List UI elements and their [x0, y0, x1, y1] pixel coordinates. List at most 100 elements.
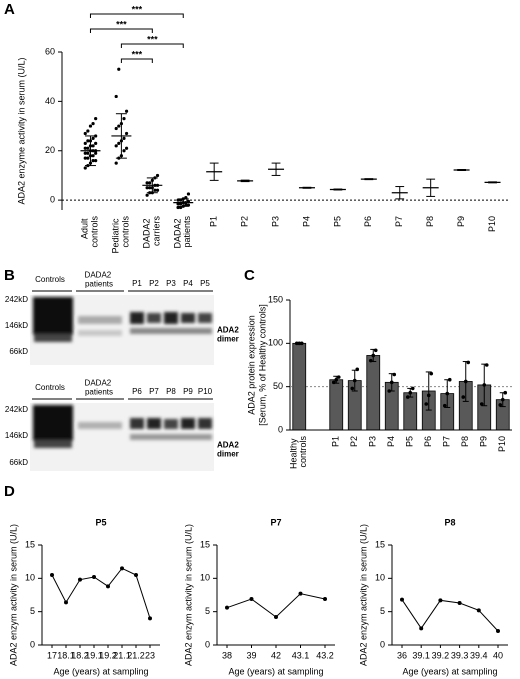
data-point: [442, 403, 447, 408]
x-tick-label: P9: [479, 436, 489, 447]
data-point: [331, 380, 336, 385]
data-point: [389, 380, 394, 385]
significance-bracket: [89, 28, 153, 33]
data-point: [350, 386, 355, 391]
x-tick-label: P3: [270, 216, 280, 227]
significance-bracket: [120, 43, 184, 48]
x-tick-label: P9: [456, 216, 466, 227]
line: [226, 593, 326, 618]
x-tick-label: Pediatric controls: [111, 216, 131, 254]
lane-label: P3: [166, 279, 176, 288]
x-tick-label: P5: [405, 436, 415, 447]
marker-label: 242kD: [5, 405, 28, 414]
text-line: DADA2: [85, 379, 114, 388]
data-point: [298, 591, 303, 596]
y-tick-label: 0: [380, 639, 385, 649]
annotation: ***: [147, 34, 158, 44]
x-tick-label: 40: [493, 650, 503, 660]
x-tick-label: P7: [394, 216, 404, 227]
bar: [366, 355, 381, 431]
x-tick-label: P10: [487, 216, 497, 232]
blot-group: Controls: [35, 275, 65, 284]
data-point: [482, 383, 487, 387]
data-point: [114, 144, 118, 148]
data-point: [86, 146, 90, 150]
data-point: [114, 94, 118, 99]
y-tick-label: 15: [375, 539, 385, 549]
data-point: [124, 131, 129, 136]
marker-label: 66kD: [9, 458, 28, 467]
x-tick-label: 39: [246, 650, 256, 660]
x-tick-label: 39.2: [432, 650, 450, 660]
data-point: [155, 173, 160, 178]
data-point: [148, 181, 152, 185]
x-tick-label: P3: [368, 436, 378, 447]
data-point: [323, 597, 327, 601]
data-point: [355, 367, 360, 372]
data-point: [297, 341, 302, 346]
x-tick-label: P7: [442, 436, 452, 447]
data-point: [148, 186, 152, 190]
x-tick-label: P6: [363, 216, 373, 227]
annotation: ***: [132, 49, 143, 59]
text-line: dimer: [217, 335, 239, 344]
data-point: [117, 67, 121, 71]
lane-label: P1: [132, 279, 142, 288]
y-axis-label: [Serum, % of Healthy controls]: [257, 304, 267, 426]
data-point: [500, 397, 505, 402]
x-tick-label: DADA2 carriers: [142, 216, 162, 249]
data-point: [122, 136, 126, 141]
x-tick-label: 21.1: [113, 650, 131, 660]
lane-label: P7: [149, 387, 159, 396]
data-point: [463, 379, 468, 384]
data-point: [134, 573, 138, 577]
lane-label: P5: [200, 279, 210, 288]
x-tick-label: 39.1: [412, 650, 430, 660]
data-point: [124, 146, 129, 150]
line: [401, 599, 499, 632]
lane-label: P8: [166, 387, 176, 396]
y-tick-label: 5: [30, 606, 35, 616]
data-point: [371, 353, 376, 358]
data-point: [148, 616, 152, 621]
x-tick-label: 19.1: [85, 650, 103, 660]
panel-label: A: [4, 1, 15, 18]
text-line: dimer: [217, 450, 239, 459]
data-point: [429, 371, 434, 376]
panel-label: C: [244, 267, 255, 284]
data-point: [249, 597, 254, 601]
data-point: [114, 126, 118, 131]
x-tick-label: P8: [460, 436, 470, 447]
marker-label: 146kD: [5, 431, 28, 440]
bar: [292, 342, 307, 431]
data-point: [86, 151, 90, 155]
data-point: [120, 566, 124, 571]
data-point: [484, 363, 489, 367]
significance-bracket: [89, 13, 184, 18]
blot-group: Controls: [35, 383, 65, 392]
y-tick-label: 5: [205, 606, 210, 616]
data-point: [445, 391, 450, 396]
data-point: [426, 393, 431, 398]
y-tick-label: 5: [380, 606, 385, 616]
text-line: DADA2: [85, 271, 114, 280]
text-line: Adult: [80, 216, 90, 239]
data-point: [466, 360, 471, 365]
x-axis-label: Age (years) at sampling: [228, 666, 323, 676]
data-point: [408, 390, 413, 395]
x-axis-label: Age (years) at sampling: [53, 666, 148, 676]
x-tick-label: 43.2: [316, 650, 334, 660]
data-point: [387, 389, 392, 393]
data-point: [91, 121, 95, 126]
blot-group: DADA2 patients: [85, 271, 114, 289]
x-tick-label: P5: [332, 216, 342, 227]
x-tick-label: P4: [301, 216, 311, 227]
y-tick-label: 0: [30, 639, 35, 649]
text-line: ADA2: [217, 326, 241, 335]
y-axis-label: ADA2 enzym activity in serum (U/L): [183, 524, 193, 666]
data-point: [145, 186, 149, 190]
data-point: [336, 375, 341, 379]
y-axis-label: ADA2 enzym activity in serum (U/L): [358, 524, 368, 666]
marker-label: 242kD: [5, 295, 28, 304]
data-point: [88, 124, 93, 128]
